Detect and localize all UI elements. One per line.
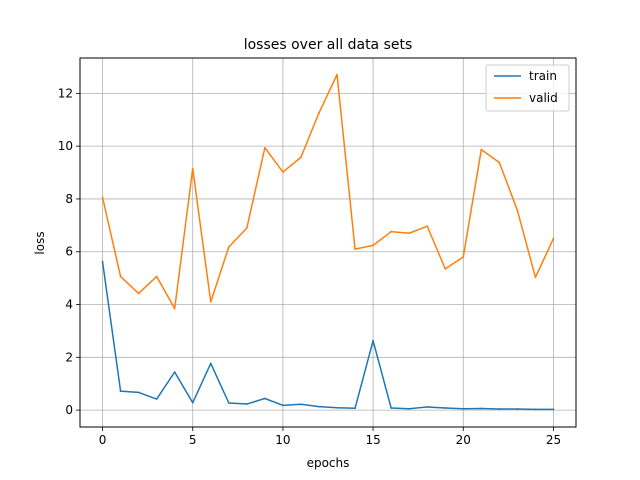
data-point-valid [336,73,338,76]
data-point-train [209,362,212,365]
data-point-train [372,339,374,342]
legend-label-valid: valid [529,91,558,105]
y-tick-label: 6 [65,245,73,259]
data-point-train [534,408,537,411]
data-point-train [462,407,465,410]
data-point-valid [498,161,501,164]
data-point-train [480,407,483,410]
data-point-valid [263,146,266,149]
data-point-valid [444,267,447,270]
data-point-valid [408,232,411,235]
series-layer [101,73,555,411]
data-point-valid [480,148,483,151]
data-point-train [336,406,338,409]
data-point-valid [119,275,122,278]
data-point-valid [101,196,104,199]
data-point-train [245,403,248,405]
x-tick-label: 15 [365,433,380,447]
data-point-valid [137,292,140,295]
data-point-train [516,408,519,410]
data-point-valid [318,112,320,114]
data-point-valid [155,275,158,278]
data-point-train [300,403,302,406]
series-line-train [101,261,554,411]
data-point-valid [426,225,429,228]
legend: train valid [485,64,570,112]
y-tick-label: 12 [58,86,73,100]
data-point-train [101,260,104,263]
y-tick-label: 2 [65,350,73,364]
x-tick-label: 10 [275,433,290,447]
x-axis-label: epochs [307,456,350,470]
data-point-train [191,401,194,404]
data-point-train [137,391,140,394]
data-point-valid [462,256,465,258]
data-point-valid [390,230,393,233]
series-line-valid [101,73,555,310]
x-tick-label: 25 [546,433,561,447]
chart-title: losses over all data sets [244,37,413,53]
data-point-train [282,404,284,407]
data-point-train [552,408,555,411]
data-point-train [318,405,320,408]
data-point-valid [354,248,356,250]
data-point-train [119,390,122,393]
data-point-valid [191,167,194,170]
x-tick-label: 5 [189,433,197,447]
data-point-train [498,408,501,410]
y-tick-label: 4 [65,298,73,312]
data-point-train [263,397,266,400]
data-point-train [227,402,230,404]
grid [80,58,576,427]
data-point-train [354,407,356,410]
data-point-valid [516,209,519,212]
y-tick-label: 0 [65,403,73,417]
plot-frame [79,57,577,428]
data-point-train [173,371,176,373]
data-point-train [155,398,158,400]
ticks: 0 5 10 15 20 25 0 2 4 6 8 10 12 [58,86,561,447]
data-point-valid [372,244,374,247]
data-point-train [444,407,447,409]
x-tick-label: 20 [456,433,471,447]
data-point-valid [245,227,248,229]
x-tick-label: 0 [99,433,107,447]
data-point-valid [173,307,176,310]
data-point-valid [209,300,212,303]
y-tick-label: 10 [58,139,73,153]
data-point-train [426,406,429,408]
data-point-valid [300,156,302,159]
data-point-train [408,407,411,410]
data-point-valid [227,246,230,248]
legend-label-train: train [529,69,557,83]
y-axis-label: loss [33,231,47,254]
data-point-valid [552,237,555,240]
data-point-valid [282,171,284,173]
data-point-train [390,407,393,409]
y-tick-label: 8 [65,192,73,206]
data-point-valid [534,276,537,279]
